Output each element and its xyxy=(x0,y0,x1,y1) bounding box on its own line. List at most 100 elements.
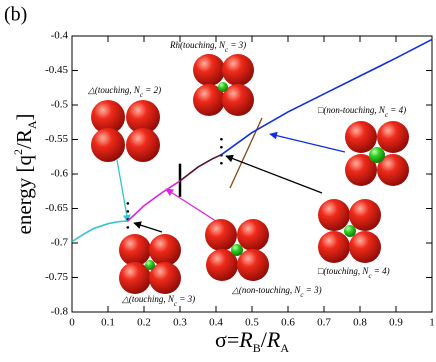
sphere xyxy=(91,100,125,134)
x-axis-label-part: σ= xyxy=(215,327,239,352)
curve xyxy=(71,220,128,243)
sphere xyxy=(205,219,237,251)
annotation-part: □(non-touching, N xyxy=(318,105,386,115)
annotation: △(touching, Nc = 2) xyxy=(87,85,161,99)
y-tick-label: -0.75 xyxy=(45,271,68,283)
curve xyxy=(220,38,433,156)
annotation-part: △(touching, N xyxy=(121,294,175,304)
sphere xyxy=(222,84,254,116)
sphere xyxy=(237,219,269,251)
y-tick-label: -0.45 xyxy=(45,64,68,76)
dot-marker xyxy=(126,226,130,229)
x-axis-label: σ=RB/RA xyxy=(215,327,289,355)
sphere xyxy=(377,121,409,153)
x-axis-label-part: B xyxy=(253,341,261,355)
y-tick-label: -0.4 xyxy=(51,30,69,42)
arrow xyxy=(133,221,163,233)
y-axis-label-part: ] xyxy=(12,113,36,120)
x-tick-label: 0.6 xyxy=(281,317,295,329)
sphere xyxy=(91,128,125,162)
annotation-part: = 3) xyxy=(177,294,195,304)
annotation-part: = 2) xyxy=(143,85,161,95)
sphere xyxy=(149,234,181,266)
x-tick-label: 0 xyxy=(69,317,75,329)
y-tick-label: -0.55 xyxy=(45,133,68,145)
arrow xyxy=(116,159,131,223)
x-axis-label-part: R xyxy=(238,327,253,352)
x-axis-label-part: / xyxy=(261,327,268,352)
dot-marker xyxy=(126,202,130,205)
annotation-part: △(non-touching, N xyxy=(231,285,301,295)
dot-marker xyxy=(220,161,223,165)
sphere xyxy=(193,84,225,116)
small-sphere xyxy=(344,225,356,237)
y-axis-label-part: /R xyxy=(12,129,36,149)
curve xyxy=(127,180,181,222)
sphere xyxy=(126,128,160,162)
sphere xyxy=(377,154,409,186)
annotation: Rh(touching, Nc = 3) xyxy=(169,40,246,54)
y-tick-label: -0.6 xyxy=(51,168,69,180)
annotation-part: c xyxy=(140,91,144,99)
x-tick-label: 0.3 xyxy=(173,317,187,329)
sphere xyxy=(349,199,381,231)
annotation: □(touching, Nc = 4) xyxy=(318,266,390,280)
arrow xyxy=(225,154,323,194)
sphere xyxy=(206,249,238,281)
dot-marker xyxy=(220,145,223,149)
small-sphere xyxy=(231,244,243,256)
x-tick-label: 0.7 xyxy=(317,317,331,329)
arrow xyxy=(229,117,263,189)
sphere xyxy=(345,121,377,153)
annotation: △(touching, Nc = 3) xyxy=(121,294,195,308)
y-tick-label: -0.7 xyxy=(51,237,69,249)
sphere xyxy=(318,231,350,263)
y-axis-label-part: 2 xyxy=(11,149,25,155)
x-tick-label: 1 xyxy=(429,317,435,329)
sphere xyxy=(119,262,151,294)
x-tick-label: 0.5 xyxy=(245,317,259,329)
y-tick-label: -0.8 xyxy=(51,306,69,318)
annotation: △(non-touching, Nc = 3) xyxy=(231,285,322,299)
annotation-part: c xyxy=(174,300,178,308)
curve xyxy=(179,153,222,182)
sphere xyxy=(126,100,160,134)
arrow xyxy=(269,131,346,153)
small-sphere xyxy=(218,82,228,92)
x-tick-label: 0.8 xyxy=(353,317,367,329)
y-axis-label-part: energy [q xyxy=(12,155,36,235)
dot-marker xyxy=(220,137,223,141)
sphere xyxy=(193,54,225,86)
annotation-part: = 4) xyxy=(372,266,390,276)
x-tick-label: 0.9 xyxy=(389,317,403,329)
annotation-part: △(touching, N xyxy=(87,85,141,95)
x-tick-label: 0.2 xyxy=(137,317,151,329)
illustrations xyxy=(91,54,409,294)
annotation-part: Rh(touching, N xyxy=(169,40,226,50)
sphere xyxy=(345,154,377,186)
x-axis-label-part: R xyxy=(266,327,281,352)
annotation-part: = 4) xyxy=(388,105,406,115)
panel-label: (b) xyxy=(4,4,27,26)
annotation: □(non-touching, Nc = 4) xyxy=(318,105,406,119)
sphere xyxy=(318,199,350,231)
y-tick-label: -0.65 xyxy=(45,202,68,214)
annotation-part: c xyxy=(225,46,229,54)
dot-marker xyxy=(126,210,130,213)
annotation-part: □(touching, N xyxy=(318,266,369,276)
annotation-part: c xyxy=(300,291,304,299)
annotation-part: c xyxy=(385,111,389,119)
y-axis-label-part: A xyxy=(25,120,39,129)
sphere xyxy=(237,249,269,281)
sphere xyxy=(149,262,181,294)
annotation-part: = 3) xyxy=(304,285,322,295)
sphere xyxy=(222,54,254,86)
x-tick-label: 0.4 xyxy=(209,317,223,329)
annotation-part: c xyxy=(368,272,372,280)
small-sphere xyxy=(145,260,155,270)
sphere xyxy=(119,234,151,266)
sphere xyxy=(349,231,381,263)
x-tick-label: 0.1 xyxy=(101,317,115,329)
annotation-part: = 3) xyxy=(228,40,246,50)
